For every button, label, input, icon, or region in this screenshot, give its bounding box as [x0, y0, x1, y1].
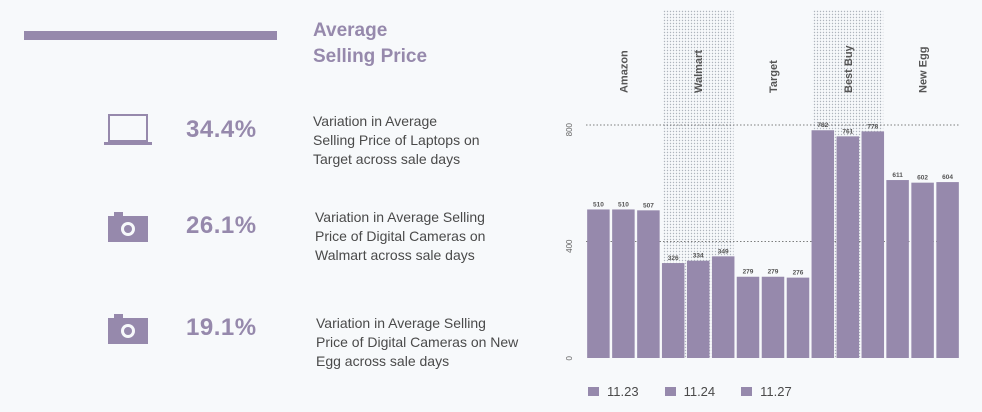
bar	[711, 256, 735, 358]
stat-laptops-target: 34.4% Variation in Average Selling Price…	[0, 108, 560, 178]
bar	[786, 277, 810, 358]
data-label: 279	[743, 269, 754, 276]
bar-chart: 0 400 800 510 510 507 Amazon 326 334 349 Walmart 27…	[565, 10, 960, 360]
bar	[861, 131, 885, 358]
stat-description: Variation in Average Selling Price of Di…	[316, 315, 519, 369]
stat-cameras-walmart: 26.1% Variation in Average Selling Price…	[0, 204, 560, 274]
bar	[761, 276, 785, 358]
data-label: 334	[693, 253, 704, 260]
bar	[637, 210, 660, 358]
data-label: 279	[768, 269, 779, 276]
bar	[612, 209, 635, 358]
bar	[661, 263, 685, 358]
legend-swatch	[664, 387, 676, 396]
data-label: 510	[618, 201, 629, 208]
header-accent-bar	[24, 31, 277, 40]
y-tick-label: 0	[565, 355, 574, 360]
stat-cameras-newegg: 19.1% Variation in Average Selling Price…	[0, 308, 560, 378]
legend-label: 11.27	[760, 384, 792, 399]
bar	[836, 136, 860, 358]
data-label: 326	[668, 255, 679, 262]
camera-icon	[108, 314, 148, 344]
category-label: Target	[768, 60, 780, 93]
bar	[811, 130, 835, 358]
data-label: 611	[892, 172, 903, 179]
bar	[886, 180, 909, 358]
data-label: 778	[867, 123, 878, 130]
data-label: 604	[942, 174, 953, 181]
bar	[911, 182, 934, 358]
legend-swatch	[588, 387, 599, 396]
bar	[587, 209, 610, 358]
category-label: New Egg	[918, 47, 930, 93]
stat-description: Variation in Average Selling Price of La…	[313, 113, 480, 167]
legend-label: 11.23	[607, 384, 639, 399]
legend-label: 11.24	[683, 384, 716, 399]
data-label: 507	[643, 202, 654, 209]
data-label: 510	[593, 201, 604, 208]
data-label: 602	[917, 175, 928, 182]
y-tick-label: 800	[565, 122, 574, 136]
stat-description: Variation in Average Selling Price of Di…	[315, 209, 486, 263]
data-label: 782	[817, 122, 828, 129]
y-tick-label: 400	[565, 239, 574, 253]
legend-swatch	[741, 387, 753, 396]
data-label: 349	[718, 248, 729, 255]
bar	[936, 182, 959, 358]
bar	[736, 276, 760, 358]
category-label: Best Buy	[843, 44, 855, 93]
stat-value: 26.1%	[186, 212, 257, 239]
legend-item: 11.27	[741, 384, 792, 399]
camera-icon	[108, 212, 148, 242]
legend-item: 11.23	[588, 384, 639, 399]
page-title: Average Selling Price	[313, 20, 428, 67]
data-label: 276	[793, 270, 804, 277]
chart-legend: 11.23 11.24 11.27	[588, 384, 792, 399]
stat-value: 19.1%	[186, 314, 257, 341]
legend-item: 11.24	[664, 384, 716, 399]
bar	[686, 260, 710, 358]
laptop-icon	[104, 114, 152, 145]
stat-value: 34.4%	[186, 116, 257, 143]
category-label: Walmart	[693, 50, 705, 93]
data-label: 761	[842, 128, 853, 135]
category-label: Amazon	[618, 50, 630, 93]
